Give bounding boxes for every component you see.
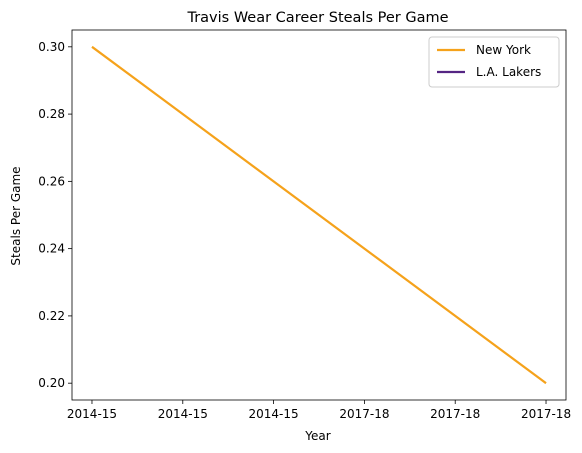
y-axis: 0.20 0.22 0.24 0.26 0.28 0.30	[38, 40, 72, 390]
x-tick-label: 2014-15	[67, 407, 117, 421]
x-axis: 2014-15 2014-15 2014-15 2017-18 2017-18 2017-…	[67, 400, 571, 421]
y-tick-label: 0.22	[38, 309, 65, 323]
x-tick-label: 2017-18	[430, 407, 480, 421]
x-tick-label: 2014-15	[158, 407, 208, 421]
y-tick-label: 0.24	[38, 242, 65, 256]
y-axis-label: Steals Per Game	[9, 166, 23, 265]
plot-area	[71, 29, 567, 401]
series-line-new-york	[91, 45, 547, 385]
x-tick-label: 2014-15	[249, 407, 299, 421]
x-tick-label: 2017-18	[339, 407, 389, 421]
y-tick-label: 0.28	[38, 107, 65, 121]
legend-label: L.A. Lakers	[476, 65, 541, 79]
y-tick-label: 0.26	[38, 174, 65, 188]
chart-title: Travis Wear Career Steals Per Game	[186, 10, 448, 26]
y-tick-label: 0.30	[38, 40, 65, 54]
legend-label: New York	[476, 43, 531, 57]
x-axis-label: Year	[304, 429, 330, 443]
legend: New York L.A. Lakers	[428, 36, 560, 88]
plot-frame	[71, 29, 567, 401]
series-layer	[91, 45, 547, 385]
y-tick-label: 0.20	[38, 376, 65, 390]
x-tick-label: 2017-18	[521, 407, 571, 421]
